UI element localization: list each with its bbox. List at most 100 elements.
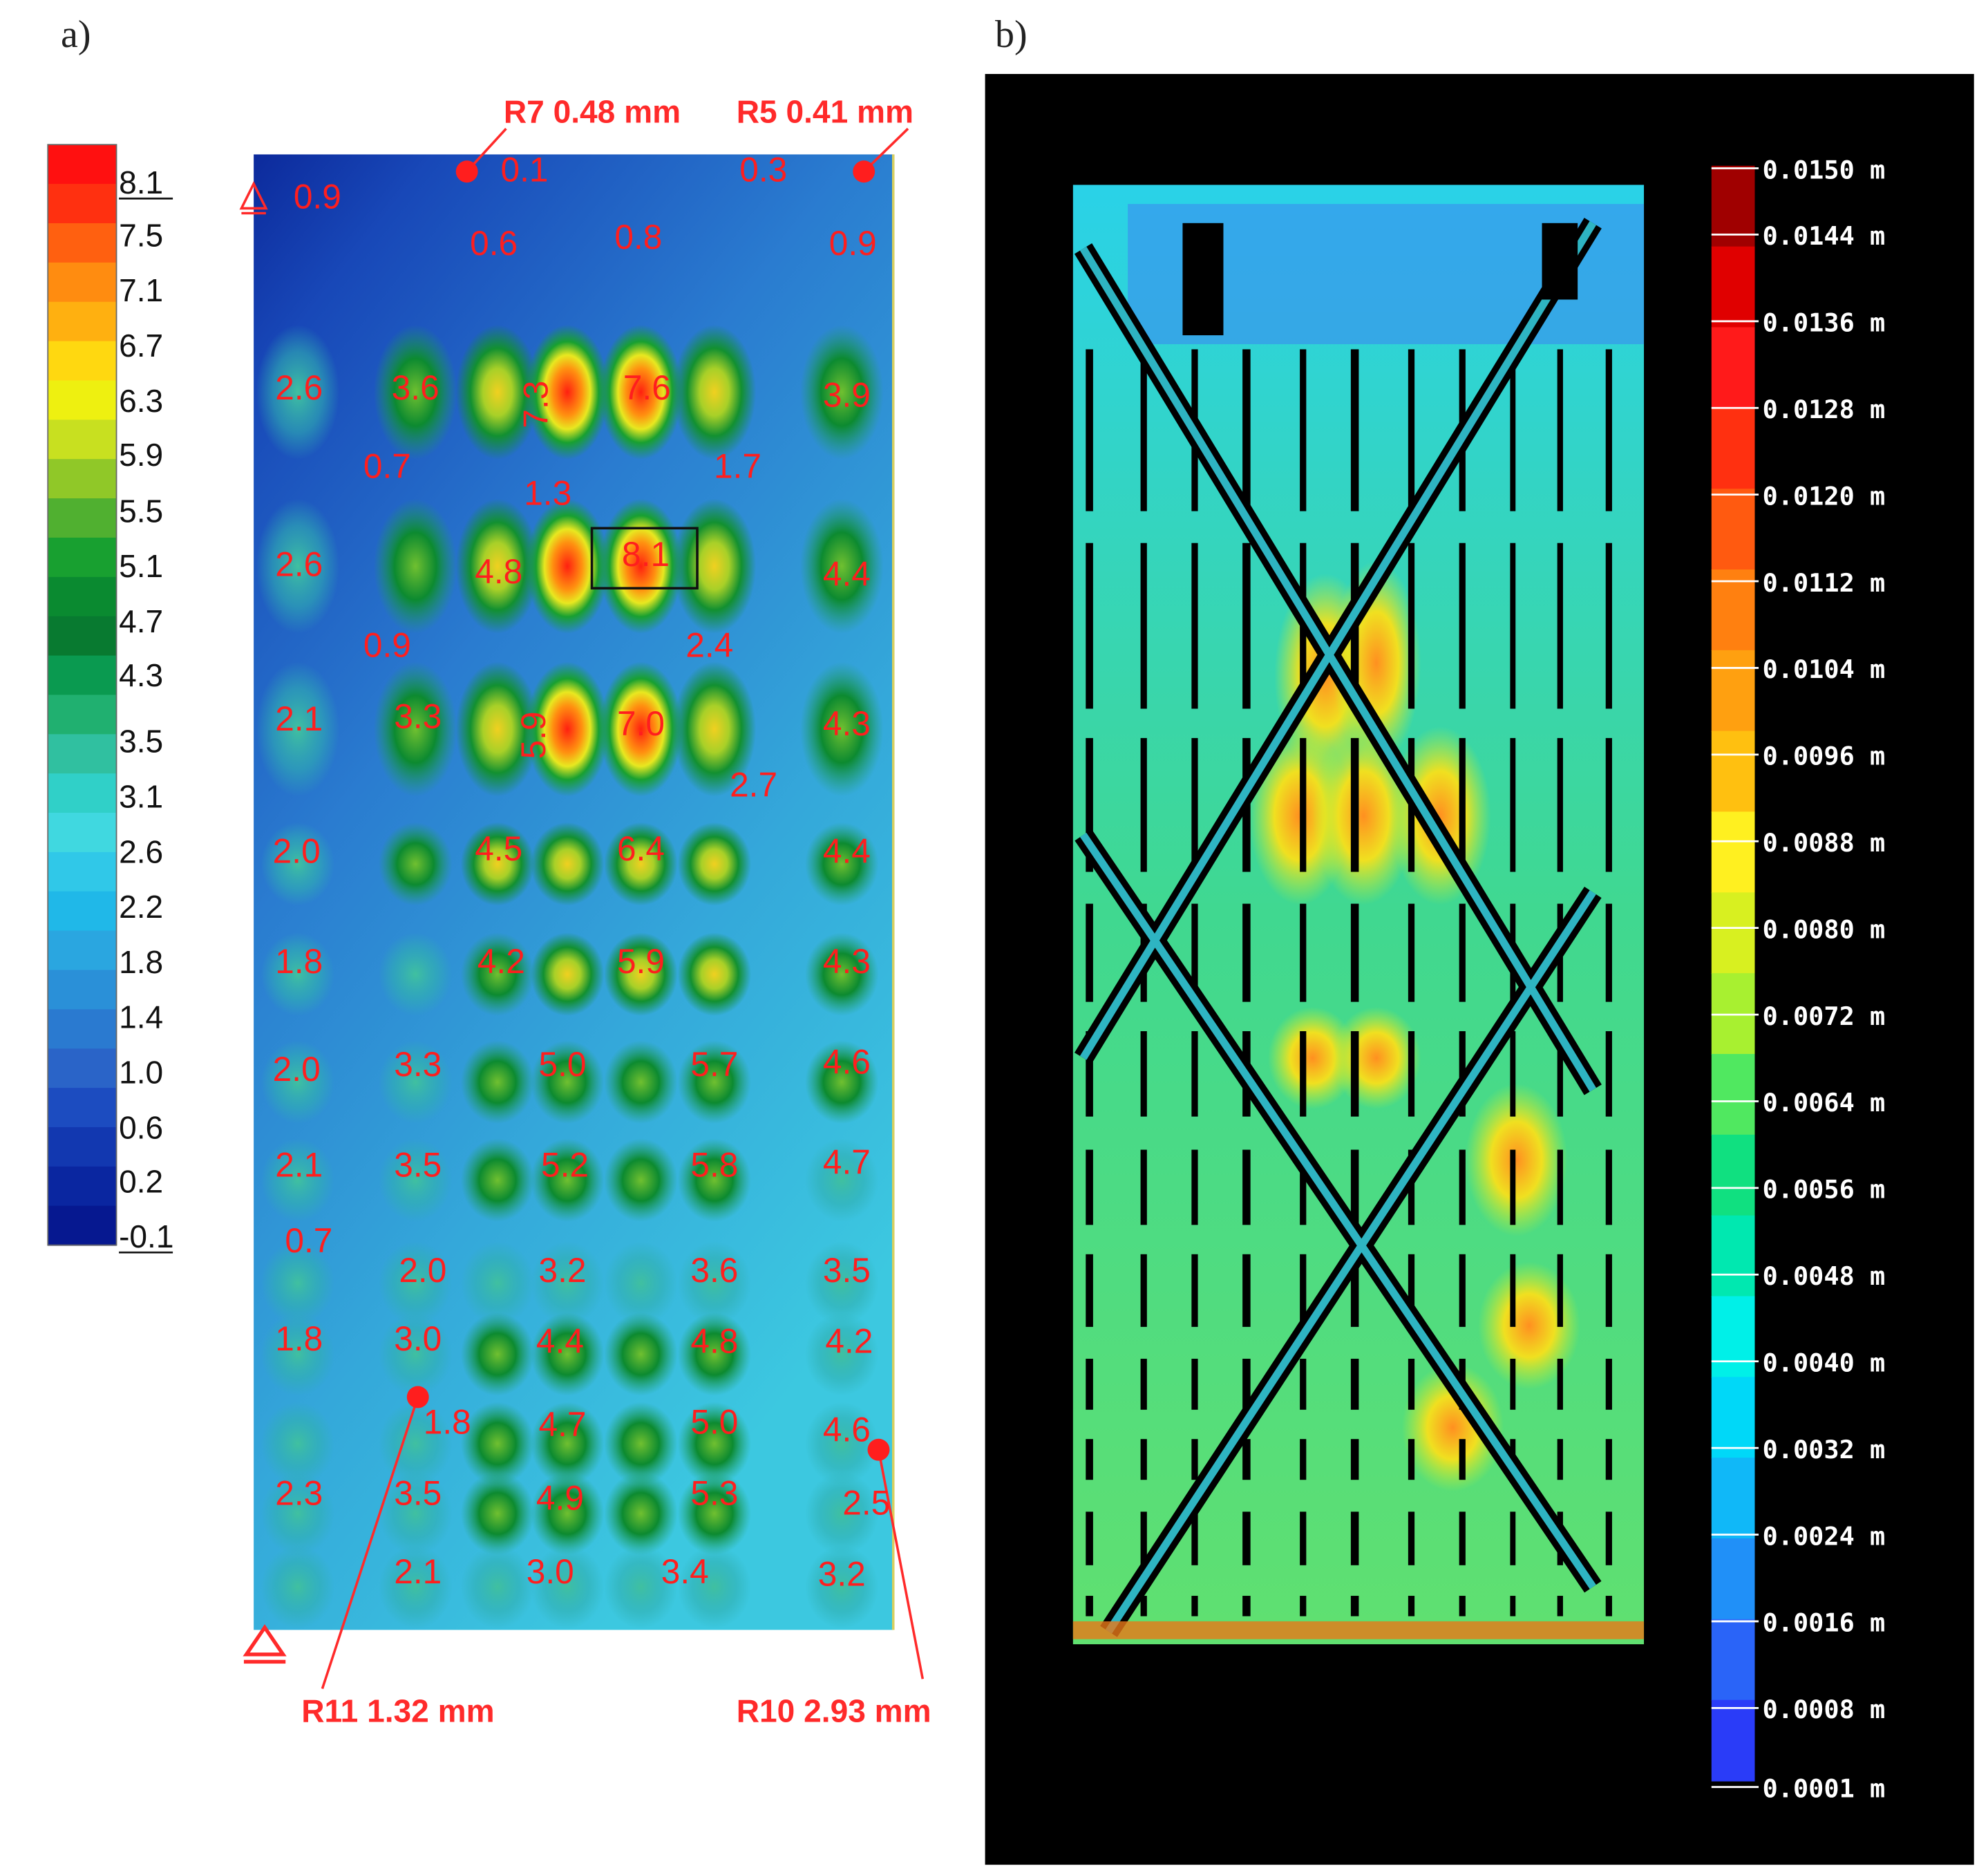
colorbar-b-swatch bbox=[1711, 1053, 1755, 1136]
wall-gap bbox=[1350, 1031, 1359, 1117]
wall-gap bbox=[1191, 1511, 1198, 1565]
contour-blob bbox=[378, 1040, 453, 1124]
wall-gap bbox=[1300, 1359, 1307, 1410]
measurement-value: 2.0 bbox=[273, 831, 321, 870]
wall-gap bbox=[1191, 1149, 1198, 1225]
measurement-value: 4.8 bbox=[690, 1322, 738, 1361]
contour-blob bbox=[677, 1312, 752, 1396]
measurement-value: 3.5 bbox=[394, 1473, 442, 1512]
wall-gap bbox=[1408, 903, 1415, 1002]
colorbar-a-swatch bbox=[48, 144, 117, 185]
wall-gap bbox=[1242, 1254, 1251, 1327]
contour-blob bbox=[530, 1471, 605, 1556]
wall-gap bbox=[1605, 1596, 1612, 1617]
colorbar-b-swatch bbox=[1711, 650, 1755, 732]
wall-gap bbox=[1408, 1596, 1415, 1617]
wall-gap bbox=[1350, 1149, 1359, 1225]
measurement-value: 1.8 bbox=[424, 1403, 471, 1442]
wall-gap bbox=[1459, 737, 1466, 872]
contour-blob bbox=[373, 661, 457, 797]
wall-gap bbox=[1350, 1511, 1359, 1565]
colorbar-a-swatch bbox=[48, 223, 117, 263]
contour-blob bbox=[604, 1312, 678, 1396]
colorbar-b-tick: 0.0088 m bbox=[1763, 828, 1886, 858]
contour-blob bbox=[261, 1040, 335, 1124]
contour-blob bbox=[460, 932, 535, 1016]
contour-blob bbox=[677, 1471, 752, 1556]
colorbar-b-tick: 0.0128 m bbox=[1763, 395, 1886, 424]
measurement-value: 2.1 bbox=[394, 1552, 442, 1591]
colorbar-b-tick: 0.0048 m bbox=[1763, 1261, 1886, 1291]
contour-blob bbox=[672, 498, 757, 634]
wall-gap bbox=[1459, 1254, 1466, 1327]
measurement-value: 3.9 bbox=[823, 376, 871, 415]
support-label: R11 1.32 mm bbox=[301, 1693, 494, 1728]
wall-gap bbox=[1140, 1596, 1147, 1617]
contour-blob bbox=[677, 1241, 752, 1325]
colorbar-a-tick: 6.3 bbox=[119, 383, 163, 419]
wall-gap bbox=[1086, 903, 1093, 1002]
measurement-value: 0.1 bbox=[501, 150, 549, 189]
colorbar-a-tick: 3.5 bbox=[119, 724, 163, 760]
wall-gap bbox=[1510, 1596, 1516, 1617]
colorbar-a-tick: 1.0 bbox=[119, 1055, 163, 1091]
measurement-value: 0.7 bbox=[285, 1221, 332, 1260]
wall-gap bbox=[1557, 543, 1563, 709]
contour-blob bbox=[677, 1545, 752, 1629]
wall-gap bbox=[1140, 1254, 1147, 1327]
wall-gap bbox=[1605, 903, 1612, 1002]
measurement-value: 4.4 bbox=[823, 555, 871, 594]
wall-gap bbox=[1605, 1149, 1612, 1225]
contour-blob bbox=[805, 1138, 879, 1222]
support-r5: R5 0.41 mm bbox=[737, 93, 913, 183]
wall-gap bbox=[1408, 349, 1415, 511]
support-triangle-top bbox=[239, 181, 268, 215]
colorbar-b-tick: 0.0056 m bbox=[1763, 1175, 1886, 1205]
colorbar-a-tick: 5.5 bbox=[119, 493, 163, 529]
support-r11: R11 1.32 mm bbox=[301, 1386, 495, 1728]
support-r7: R7 0.48 mm bbox=[455, 93, 681, 183]
measurement-value: 4.6 bbox=[823, 1042, 871, 1081]
panel-b-label: b) bbox=[995, 13, 1028, 56]
wall-gap bbox=[1557, 1031, 1563, 1117]
colorbar-a-tick: 4.7 bbox=[119, 603, 163, 639]
colorbar-a-swatch bbox=[48, 576, 117, 617]
measurement-value: 1.7 bbox=[714, 447, 761, 486]
measurement-value: 4.4 bbox=[823, 831, 871, 870]
wall-gap bbox=[1242, 1439, 1251, 1480]
measurement-value: 0.7 bbox=[363, 447, 411, 486]
colorbar-a-tick: 8.1 bbox=[119, 164, 163, 200]
wall-gap bbox=[1191, 1031, 1198, 1117]
contour-blob bbox=[256, 498, 340, 634]
colorbar-a-swatch bbox=[48, 655, 117, 696]
contour-blob bbox=[256, 661, 340, 797]
panel-a-colorbar: 8.1 7.5 7.1 6.7 6.3 5.9 5.5 5.1 4.7 4.3 3.5 3.1 2.6 2… bbox=[47, 144, 174, 1254]
contour-blob bbox=[805, 1471, 879, 1556]
wall-gap bbox=[1191, 1596, 1198, 1617]
wall-gap bbox=[1557, 1596, 1563, 1617]
panel-a-label: a) bbox=[61, 13, 91, 56]
wall-gap bbox=[1300, 1254, 1307, 1327]
wall-gap bbox=[1300, 349, 1307, 511]
measurement-value: 0.9 bbox=[363, 625, 411, 664]
measurement-value: 3.2 bbox=[818, 1555, 866, 1594]
contour-blob bbox=[378, 1471, 453, 1556]
measurement-value: 3.6 bbox=[690, 1251, 738, 1290]
contour-blob bbox=[373, 498, 457, 634]
measurement-value: 0.9 bbox=[829, 224, 877, 263]
contour-blob bbox=[261, 1545, 335, 1629]
colorbar-a-tick: 6.7 bbox=[119, 328, 163, 364]
colorbar-a-tick: 7.1 bbox=[119, 272, 163, 308]
wall-gap bbox=[1191, 737, 1198, 872]
colorbar-b-swatch bbox=[1711, 1699, 1755, 1782]
contour-blob bbox=[460, 1545, 535, 1629]
contour-blob bbox=[799, 324, 884, 460]
contour-blob bbox=[677, 1402, 752, 1486]
contour-blob bbox=[455, 498, 540, 634]
contour-blob bbox=[525, 498, 609, 634]
colorbar-a-tick: 1.4 bbox=[119, 999, 163, 1035]
contour-blob bbox=[677, 1138, 752, 1222]
colorbar-a-swatch bbox=[48, 1048, 117, 1089]
wall-gap bbox=[1140, 1149, 1147, 1225]
